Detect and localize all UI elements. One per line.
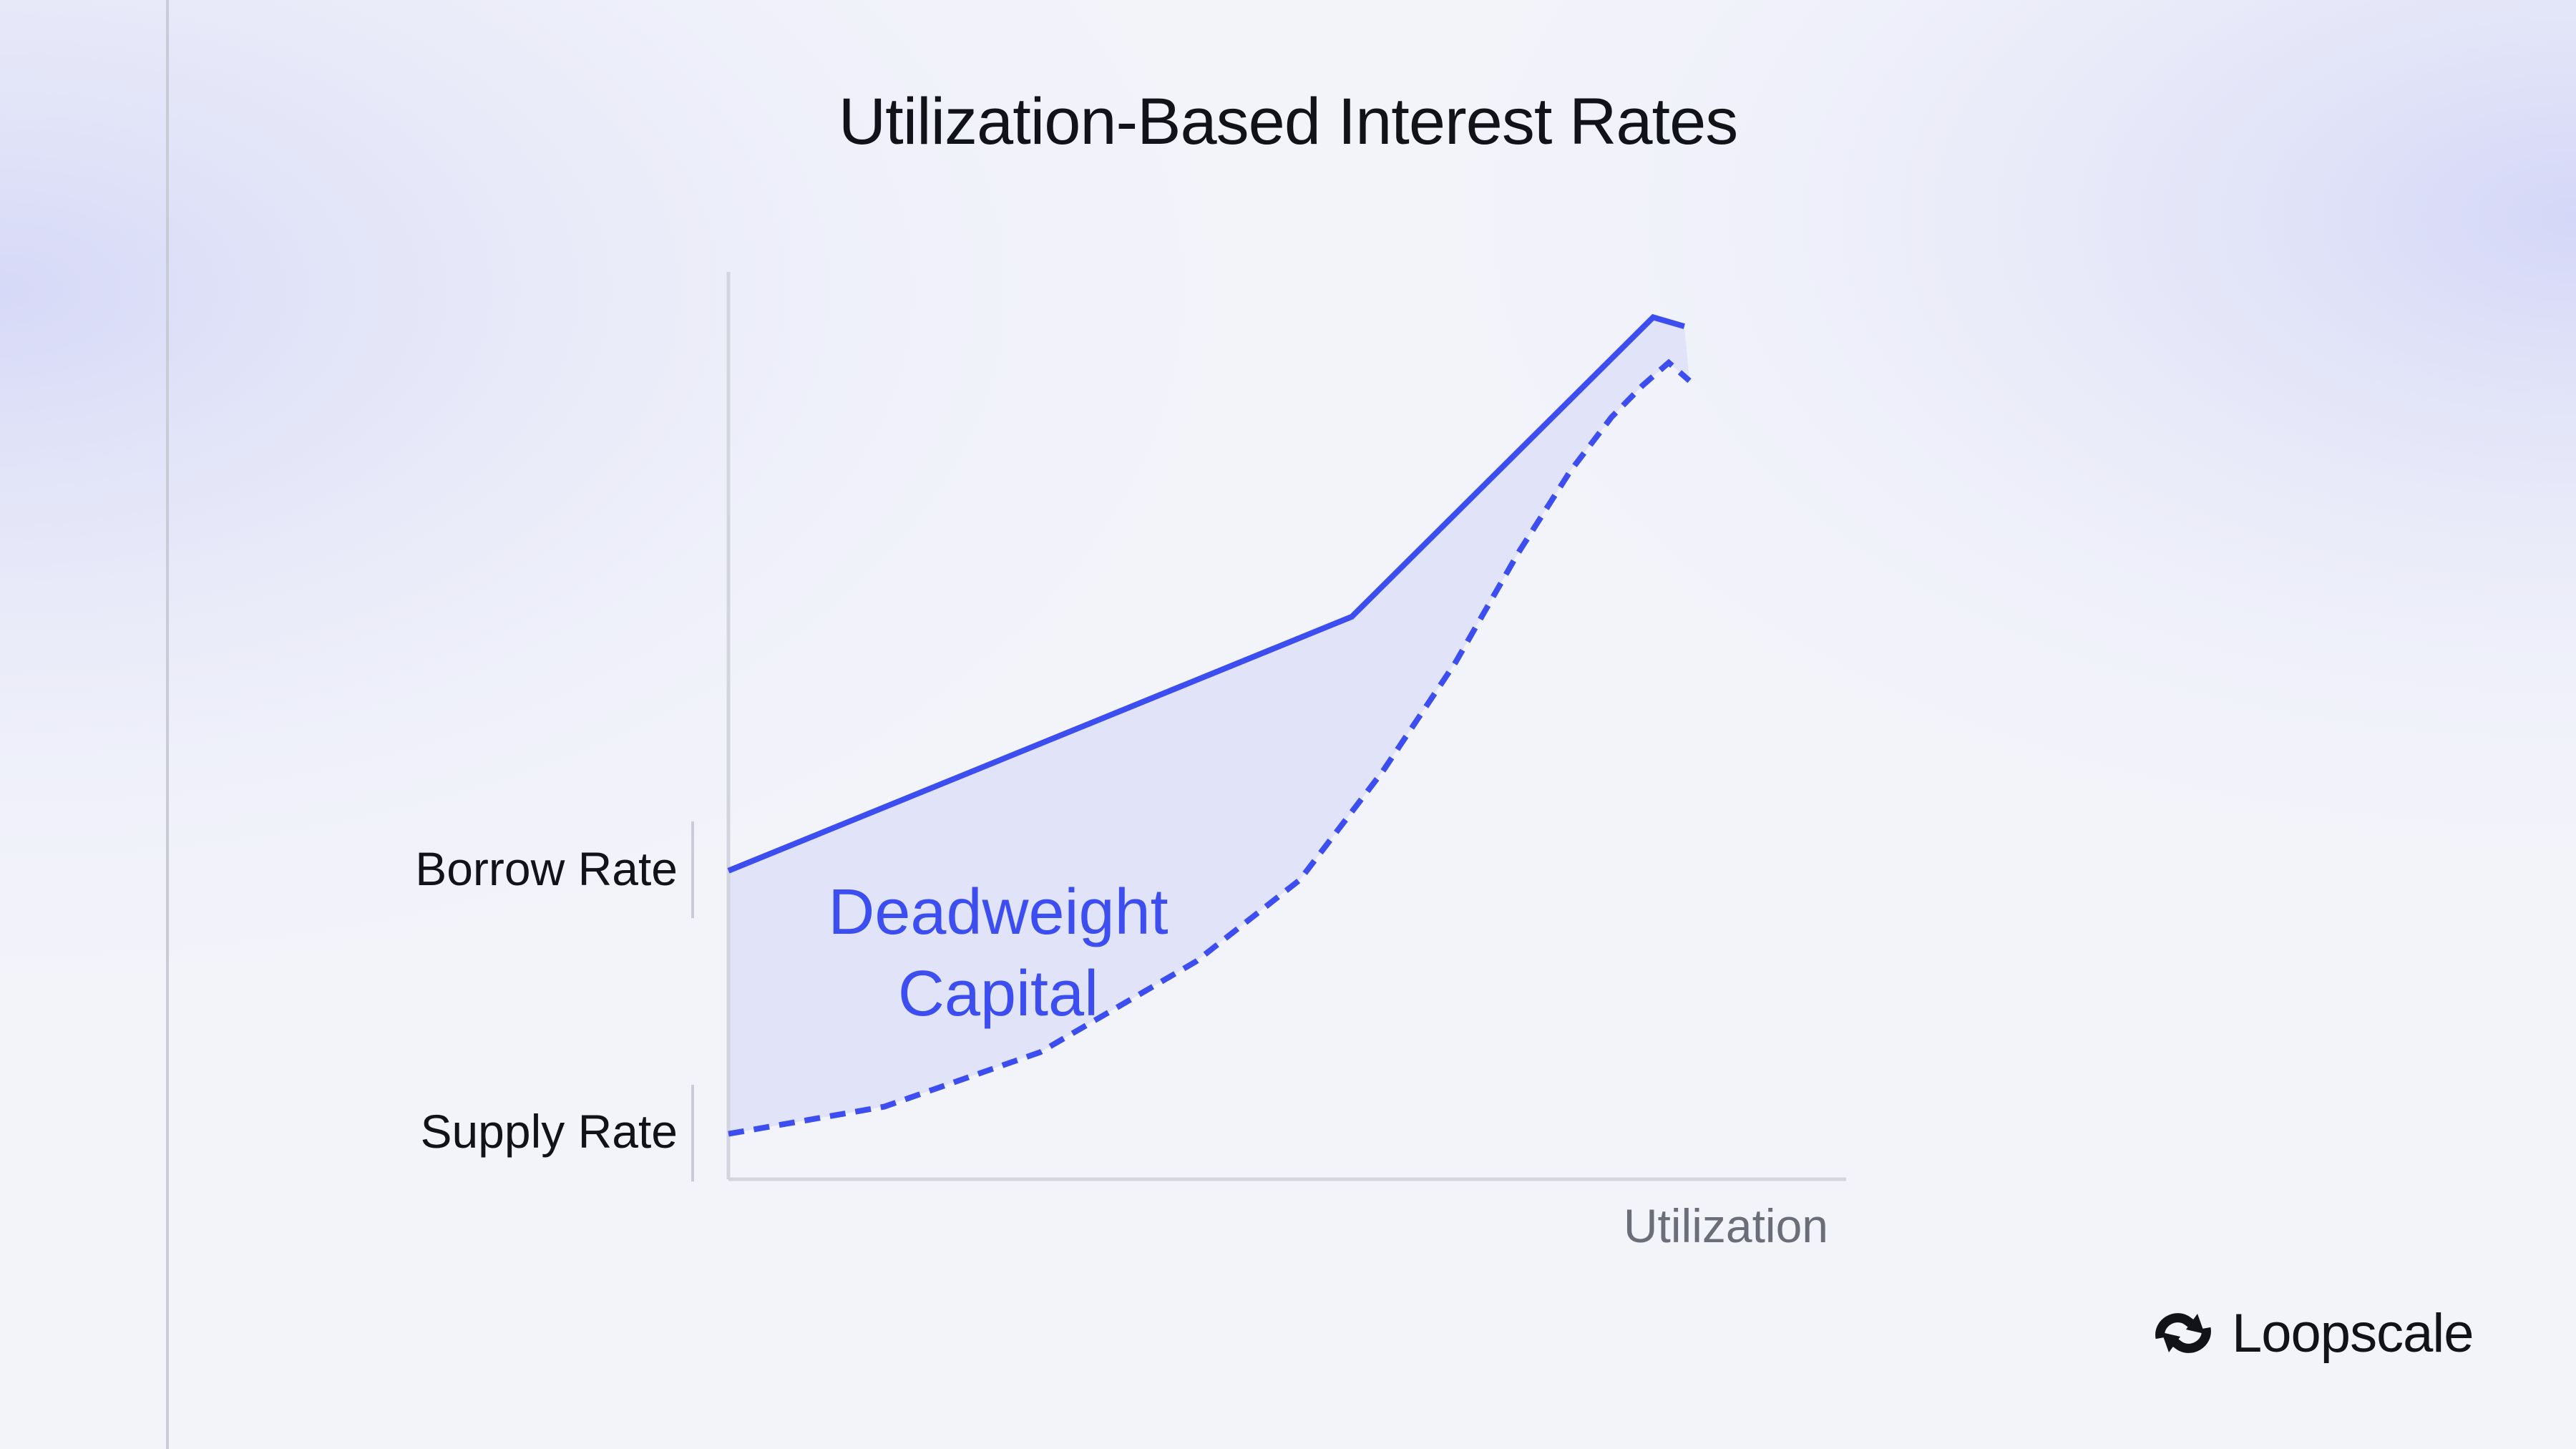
brand-name: Loopscale — [2232, 1302, 2474, 1364]
borrow-rate-line — [727, 313, 1685, 874]
borrow-rate-tick — [691, 821, 694, 918]
supply-rate-tick — [691, 1085, 694, 1181]
x-axis-label: Utilization — [1623, 1199, 1828, 1252]
borrow-rate-label: Borrow Rate — [415, 842, 678, 895]
supply-rate-line — [728, 358, 1692, 1137]
left-divider — [166, 0, 169, 1449]
deadweight-capital-label: Deadweight Capital — [828, 877, 1169, 1030]
brand-logo: Loopscale — [2150, 1301, 2474, 1365]
loop-logo-icon — [2155, 1313, 2211, 1353]
supply-rate-label: Supply Rate — [420, 1105, 678, 1158]
chart-title: Utilization-Based Interest Rates — [838, 85, 1739, 158]
